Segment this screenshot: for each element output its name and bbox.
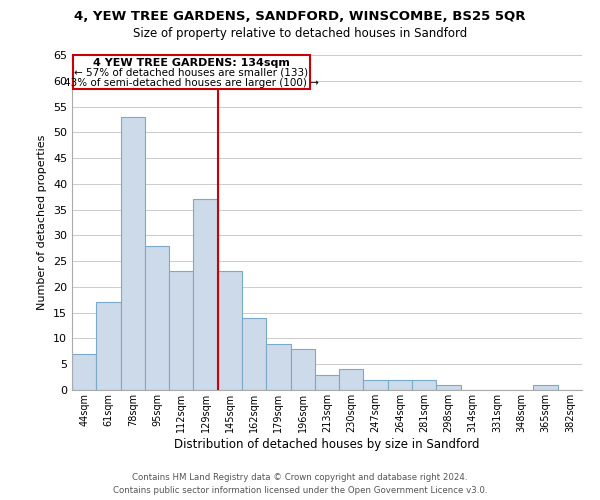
Bar [533,385,558,390]
Text: 4, YEW TREE GARDENS, SANDFORD, WINSCOMBE, BS25 5QR: 4, YEW TREE GARDENS, SANDFORD, WINSCOMBE… [74,10,526,23]
Bar [218,272,242,390]
Bar [169,272,193,390]
Text: Contains HM Land Registry data © Crown copyright and database right 2024.
Contai: Contains HM Land Registry data © Crown c… [113,474,487,495]
Bar [193,200,218,390]
Bar [388,380,412,390]
FancyBboxPatch shape [73,55,310,88]
Bar [436,385,461,390]
Bar [72,354,96,390]
Bar [412,380,436,390]
Bar [290,349,315,390]
Y-axis label: Number of detached properties: Number of detached properties [37,135,47,310]
Text: Size of property relative to detached houses in Sandford: Size of property relative to detached ho… [133,28,467,40]
Bar [145,246,169,390]
Text: ← 57% of detached houses are smaller (133): ← 57% of detached houses are smaller (13… [74,68,308,78]
X-axis label: Distribution of detached houses by size in Sandford: Distribution of detached houses by size … [174,438,480,450]
Bar [96,302,121,390]
Bar [339,370,364,390]
Bar [315,374,339,390]
Bar [266,344,290,390]
Bar [242,318,266,390]
Text: 43% of semi-detached houses are larger (100) →: 43% of semi-detached houses are larger (… [64,78,319,88]
Bar [364,380,388,390]
Text: 4 YEW TREE GARDENS: 134sqm: 4 YEW TREE GARDENS: 134sqm [92,58,289,68]
Bar [121,117,145,390]
